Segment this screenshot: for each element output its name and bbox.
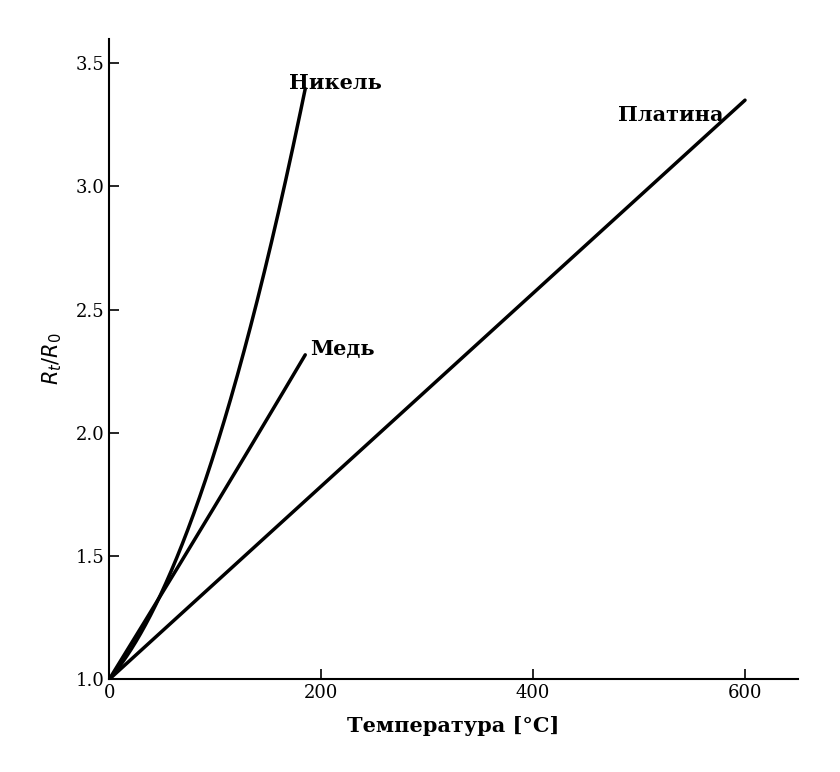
Text: Платина: Платина — [618, 105, 723, 125]
Y-axis label: $R_t/R_0$: $R_t/R_0$ — [41, 333, 65, 385]
Text: Медь: Медь — [311, 339, 375, 359]
Text: Никель: Никель — [289, 73, 382, 93]
X-axis label: Температура [°C]: Температура [°C] — [348, 716, 559, 736]
